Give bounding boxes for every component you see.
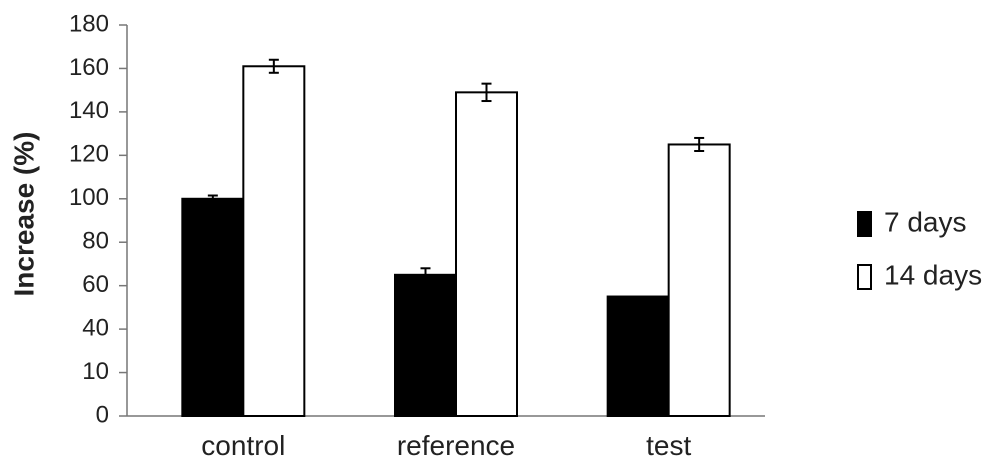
legend-label: 14 days <box>884 259 982 290</box>
y-tick-label: 160 <box>69 54 109 81</box>
error-bar <box>694 136 705 152</box>
error-bar <box>207 194 218 204</box>
y-tick-label: 40 <box>82 314 109 341</box>
bar-7-days-control <box>181 197 245 417</box>
error-bar <box>481 82 492 103</box>
plot-area: 0 10 40 60 80 100 120 140 160 180 control reference… <box>69 10 765 461</box>
legend-swatch <box>857 211 872 237</box>
bar-7-days-test <box>606 295 670 417</box>
bar-14-days-test <box>667 143 731 417</box>
error-bar <box>268 58 279 74</box>
x-category-label: test <box>646 430 691 461</box>
legend: 7 days 14 days <box>857 206 982 290</box>
bar-7-days-reference <box>394 273 457 417</box>
y-tick-label: 80 <box>82 228 109 255</box>
y-tick-label: 140 <box>69 97 109 124</box>
y-tick-label: 0 <box>96 401 109 428</box>
y-tick-label: 120 <box>69 141 109 168</box>
bar-14-days-reference <box>455 91 518 417</box>
x-category-label: control <box>201 430 285 461</box>
legend-swatch <box>857 264 872 290</box>
error-bar <box>420 267 431 283</box>
y-tick-label: 60 <box>82 271 109 298</box>
y-tick-label: 180 <box>69 10 109 37</box>
bar-14-days-control <box>242 65 306 418</box>
legend-label: 7 days <box>884 206 967 237</box>
y-axis-title: Increase (%) <box>8 132 39 297</box>
x-category-label: reference <box>397 430 515 461</box>
y-tick-label: 100 <box>69 184 109 211</box>
y-tick-label: 10 <box>82 358 109 385</box>
